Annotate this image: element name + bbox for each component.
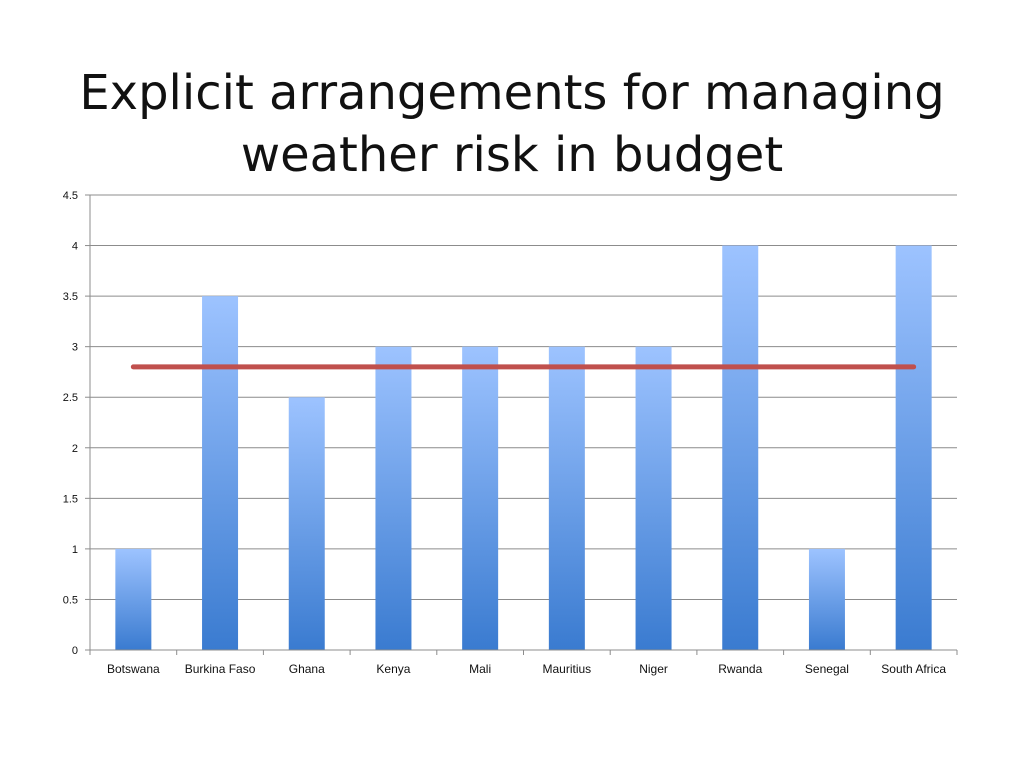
bar-ghana <box>288 397 325 650</box>
x-category-label: Mauritius <box>543 662 592 676</box>
y-tick-label: 3.5 <box>63 291 78 303</box>
slide-title-line-2: weather risk in budget <box>240 127 784 184</box>
x-category-label: Senegal <box>805 662 849 676</box>
y-tick-label: 3 <box>72 342 78 354</box>
y-tick-label: 2.5 <box>63 392 78 404</box>
bar-south-africa <box>895 245 932 651</box>
bar-rwanda <box>722 245 759 651</box>
bar-senegal <box>808 548 845 650</box>
x-category-label: Rwanda <box>718 662 762 676</box>
bar-kenya <box>375 346 412 650</box>
x-category-label: South Africa <box>881 662 946 676</box>
y-tick-label: 0 <box>72 645 78 657</box>
y-tick-label: 1 <box>72 544 78 556</box>
x-category-label: Botswana <box>107 662 160 676</box>
bar-mauritius <box>548 346 585 650</box>
x-category-label: Niger <box>639 662 668 676</box>
bar-mali <box>462 346 499 650</box>
x-category-label: Mali <box>469 662 491 676</box>
y-tick-label: 1.5 <box>63 493 78 505</box>
axes: 0 0.5 1 1.5 2 2.5 3 3.5 4 4.5 Botswana Burkina Faso… <box>63 190 958 676</box>
slide-title: Explicit arrangements for managing weath… <box>40 62 984 186</box>
y-tick-label: 2 <box>72 443 78 455</box>
x-category-label: Burkina Faso <box>185 662 256 676</box>
bar-burkina-faso <box>202 296 239 650</box>
x-category-label: Ghana <box>289 662 325 676</box>
bar-niger <box>635 346 672 650</box>
y-tick-label: 4.5 <box>63 190 78 202</box>
y-tick-label: 0.5 <box>63 594 78 606</box>
slide-title-line-1: Explicit arrangements for managing <box>79 65 945 122</box>
bars <box>115 245 932 651</box>
bar-botswana <box>115 548 152 650</box>
y-tick-label: 4 <box>72 241 78 253</box>
x-category-label: Kenya <box>376 662 410 676</box>
